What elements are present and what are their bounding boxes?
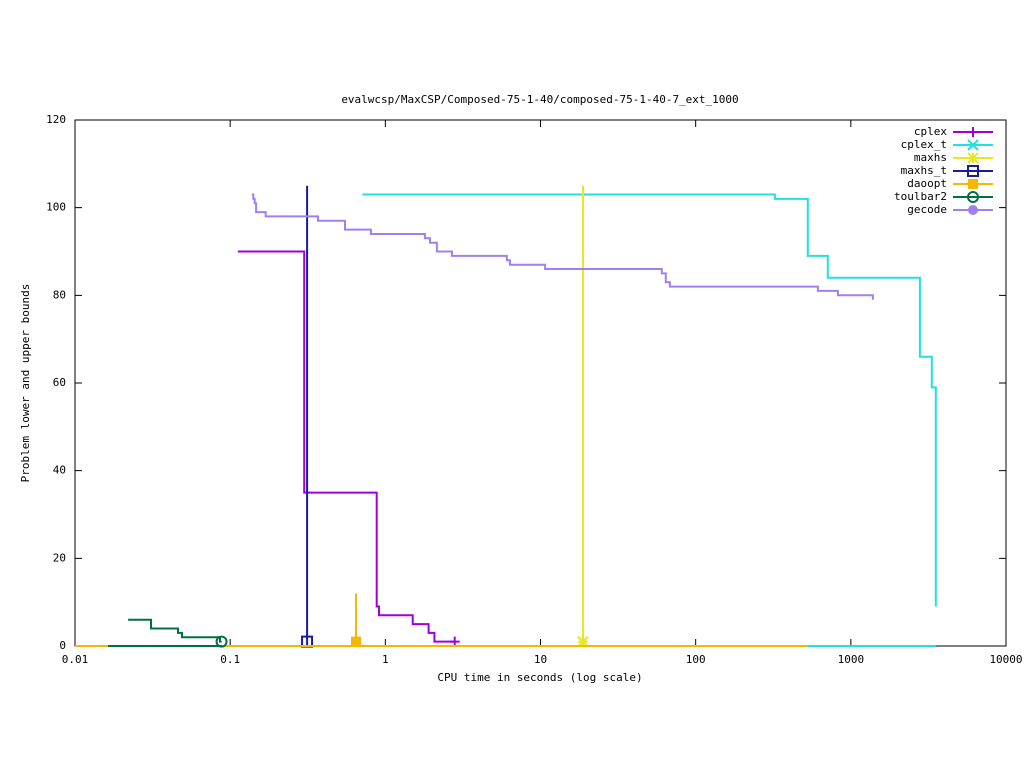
y-tick-label: 60 xyxy=(53,376,66,389)
x-tick-label: 0.01 xyxy=(62,653,89,666)
series-line xyxy=(251,193,874,300)
x-tick-label: 10 xyxy=(534,653,547,666)
x-axis-label: CPU time in seconds (log scale) xyxy=(437,671,642,684)
legend-label: toulbar2 xyxy=(894,190,947,203)
y-tick-label: 40 xyxy=(53,464,66,477)
legend-label: cplex xyxy=(914,125,947,138)
series-line xyxy=(237,250,455,643)
y-tick-label: 20 xyxy=(53,551,66,564)
x-tick-label: 1 xyxy=(382,653,389,666)
x-tick-label: 100 xyxy=(686,653,706,666)
x-tick-label: 1000 xyxy=(838,653,865,666)
point-marker xyxy=(968,205,978,215)
y-axis-label: Problem lower and upper bounds xyxy=(19,284,32,483)
point-marker xyxy=(967,165,979,177)
x-tick-label: 10000 xyxy=(989,653,1022,666)
legend-label: cplex_t xyxy=(901,138,947,151)
point-marker xyxy=(449,636,460,647)
point-marker xyxy=(215,635,228,648)
legend-label: maxhs_t xyxy=(901,164,947,177)
point-marker xyxy=(968,179,978,189)
point-marker xyxy=(577,635,589,648)
point-marker xyxy=(967,139,979,151)
chart-title: evalwcsp/MaxCSP/Composed-75-1-40/compose… xyxy=(341,93,738,106)
legend-label: maxhs xyxy=(914,151,947,164)
point-marker xyxy=(967,152,979,164)
x-tick-label: 0.1 xyxy=(220,653,240,666)
point-marker xyxy=(967,191,979,203)
point-marker xyxy=(350,636,361,647)
series-line xyxy=(362,193,937,647)
y-tick-label: 100 xyxy=(46,201,66,214)
y-tick-label: 80 xyxy=(53,288,66,301)
point-marker xyxy=(968,127,978,137)
legend-label: daoopt xyxy=(907,177,947,190)
y-tick-label: 0 xyxy=(59,639,66,652)
legend-label: gecode xyxy=(907,203,947,216)
series-line xyxy=(107,618,222,647)
y-tick-label: 120 xyxy=(46,113,66,126)
